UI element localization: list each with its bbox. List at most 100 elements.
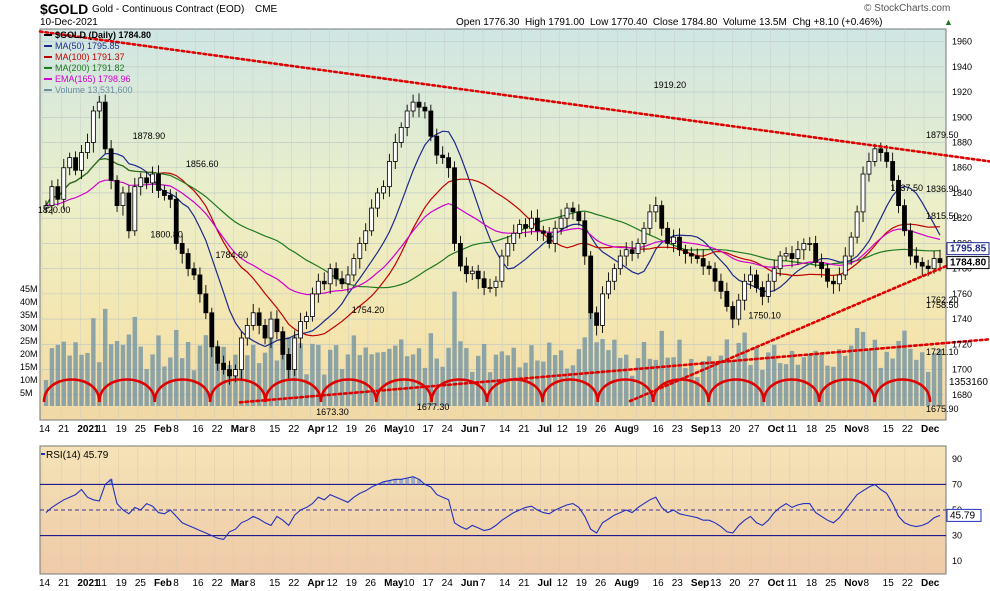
volume-bar xyxy=(227,365,232,406)
cycle-arc xyxy=(42,378,101,403)
rsi-x-tick-label: 27 xyxy=(748,578,760,589)
x-tick-label: 10 xyxy=(403,424,415,435)
cycle-arc xyxy=(762,378,821,403)
rsi-x-tick-label: 19 xyxy=(116,578,128,589)
candle-body xyxy=(49,186,55,206)
candle-body xyxy=(712,268,718,282)
candle-body xyxy=(706,265,712,270)
volume-bar xyxy=(659,330,664,406)
volume-bar xyxy=(848,345,854,406)
x-tick-label: 15 xyxy=(269,424,281,435)
candle-body xyxy=(540,230,546,234)
candle-body xyxy=(386,161,392,188)
price-tick-label: 1720 xyxy=(952,339,972,349)
volume-bar xyxy=(653,359,659,406)
x-tick-label: Jun xyxy=(461,424,479,435)
rsi-x-tick-label: 22 xyxy=(212,578,224,589)
x-tick-label: 13 xyxy=(710,424,722,435)
price-tag-label: 1784.80 xyxy=(950,258,987,269)
volume-bar xyxy=(777,363,783,406)
volume-bar xyxy=(866,350,872,406)
candle-body xyxy=(179,243,185,254)
volume-bar xyxy=(221,346,226,406)
price-annotation: 1754.20 xyxy=(352,305,385,315)
x-tick-label: 25 xyxy=(825,424,837,435)
candle-body xyxy=(304,316,309,323)
volume-bar xyxy=(262,352,268,406)
volume-tick-label: 45M xyxy=(20,284,38,294)
volume-bar xyxy=(920,352,925,406)
volume-bar xyxy=(470,371,475,406)
rsi-x-tick-label: Aug xyxy=(614,578,633,589)
volume-bar xyxy=(387,348,392,406)
candle-body xyxy=(315,280,321,295)
x-tick-label: 9 xyxy=(633,424,639,435)
exchange-label: CME xyxy=(255,4,278,15)
candle-body xyxy=(369,207,375,232)
volume-bar xyxy=(61,341,66,406)
volume-tick-label: 25M xyxy=(20,336,38,346)
candle-body xyxy=(339,278,345,285)
candle-body xyxy=(677,236,682,251)
rsi-x-tick-label: 22 xyxy=(288,578,300,589)
volume-bar xyxy=(819,354,824,406)
volume-bar xyxy=(718,355,724,406)
price-tag-box xyxy=(946,242,990,256)
x-tick-label: 22 xyxy=(212,424,224,435)
candle-body xyxy=(683,249,688,254)
candle-body xyxy=(588,255,594,314)
candle-body xyxy=(641,227,647,244)
candle-body xyxy=(848,236,854,257)
upper-trendline xyxy=(38,30,990,163)
x-tick-label: 8 xyxy=(250,424,256,435)
candle-body xyxy=(694,255,700,259)
candle-body xyxy=(546,232,552,244)
volume-bar xyxy=(760,369,765,406)
candle-body xyxy=(647,211,653,229)
volume-bar xyxy=(280,338,286,406)
candle-body xyxy=(931,258,937,270)
candle-body xyxy=(90,110,96,143)
candle-body xyxy=(102,101,108,150)
candle-body xyxy=(529,217,534,229)
volume-bar xyxy=(103,308,108,406)
lower-trendline xyxy=(238,337,990,404)
candle-body xyxy=(795,249,801,259)
candle-body xyxy=(327,268,333,285)
rsi-tick-label: 90 xyxy=(952,454,962,464)
ema165-line xyxy=(45,179,941,296)
volume-bar xyxy=(55,344,61,406)
volume-bar xyxy=(748,365,753,406)
volume-bar xyxy=(114,341,120,406)
rsi-x-tick-label: Sep xyxy=(691,578,709,589)
rsi-x-tick-label: 16 xyxy=(653,578,665,589)
volume-bar xyxy=(843,355,848,406)
rsi-x-tick-label: 19 xyxy=(346,578,358,589)
price-tick-label: 1860 xyxy=(952,163,972,173)
candle-body xyxy=(831,280,836,285)
x-tick-label: 8 xyxy=(863,424,869,435)
volume-bar xyxy=(85,352,90,406)
volume-bar xyxy=(612,339,617,406)
candle-body xyxy=(244,325,250,339)
volume-bar xyxy=(570,365,576,406)
candle-body xyxy=(162,190,167,196)
volume-bar xyxy=(766,352,771,406)
candle-body xyxy=(392,142,398,162)
volume-bar xyxy=(629,375,635,406)
price-tick-label: 1940 xyxy=(952,62,972,72)
rsi-x-tick-label: 15 xyxy=(883,578,895,589)
candle-body xyxy=(114,179,120,206)
volume-tick-label: 10M xyxy=(20,375,38,385)
volume-bar xyxy=(327,349,333,406)
candle-body xyxy=(925,265,931,270)
chart-date: 10-Dec-2021 xyxy=(40,17,98,28)
volume-tick-label: 20M xyxy=(20,349,38,359)
candle-body xyxy=(836,274,842,285)
volume-bar xyxy=(552,355,558,406)
volume-bar xyxy=(375,352,380,406)
ticker-symbol: $GOLD xyxy=(40,1,89,17)
volume-bar xyxy=(446,347,451,406)
ma100-line xyxy=(45,157,941,337)
price-tick-label: 1680 xyxy=(952,390,972,400)
